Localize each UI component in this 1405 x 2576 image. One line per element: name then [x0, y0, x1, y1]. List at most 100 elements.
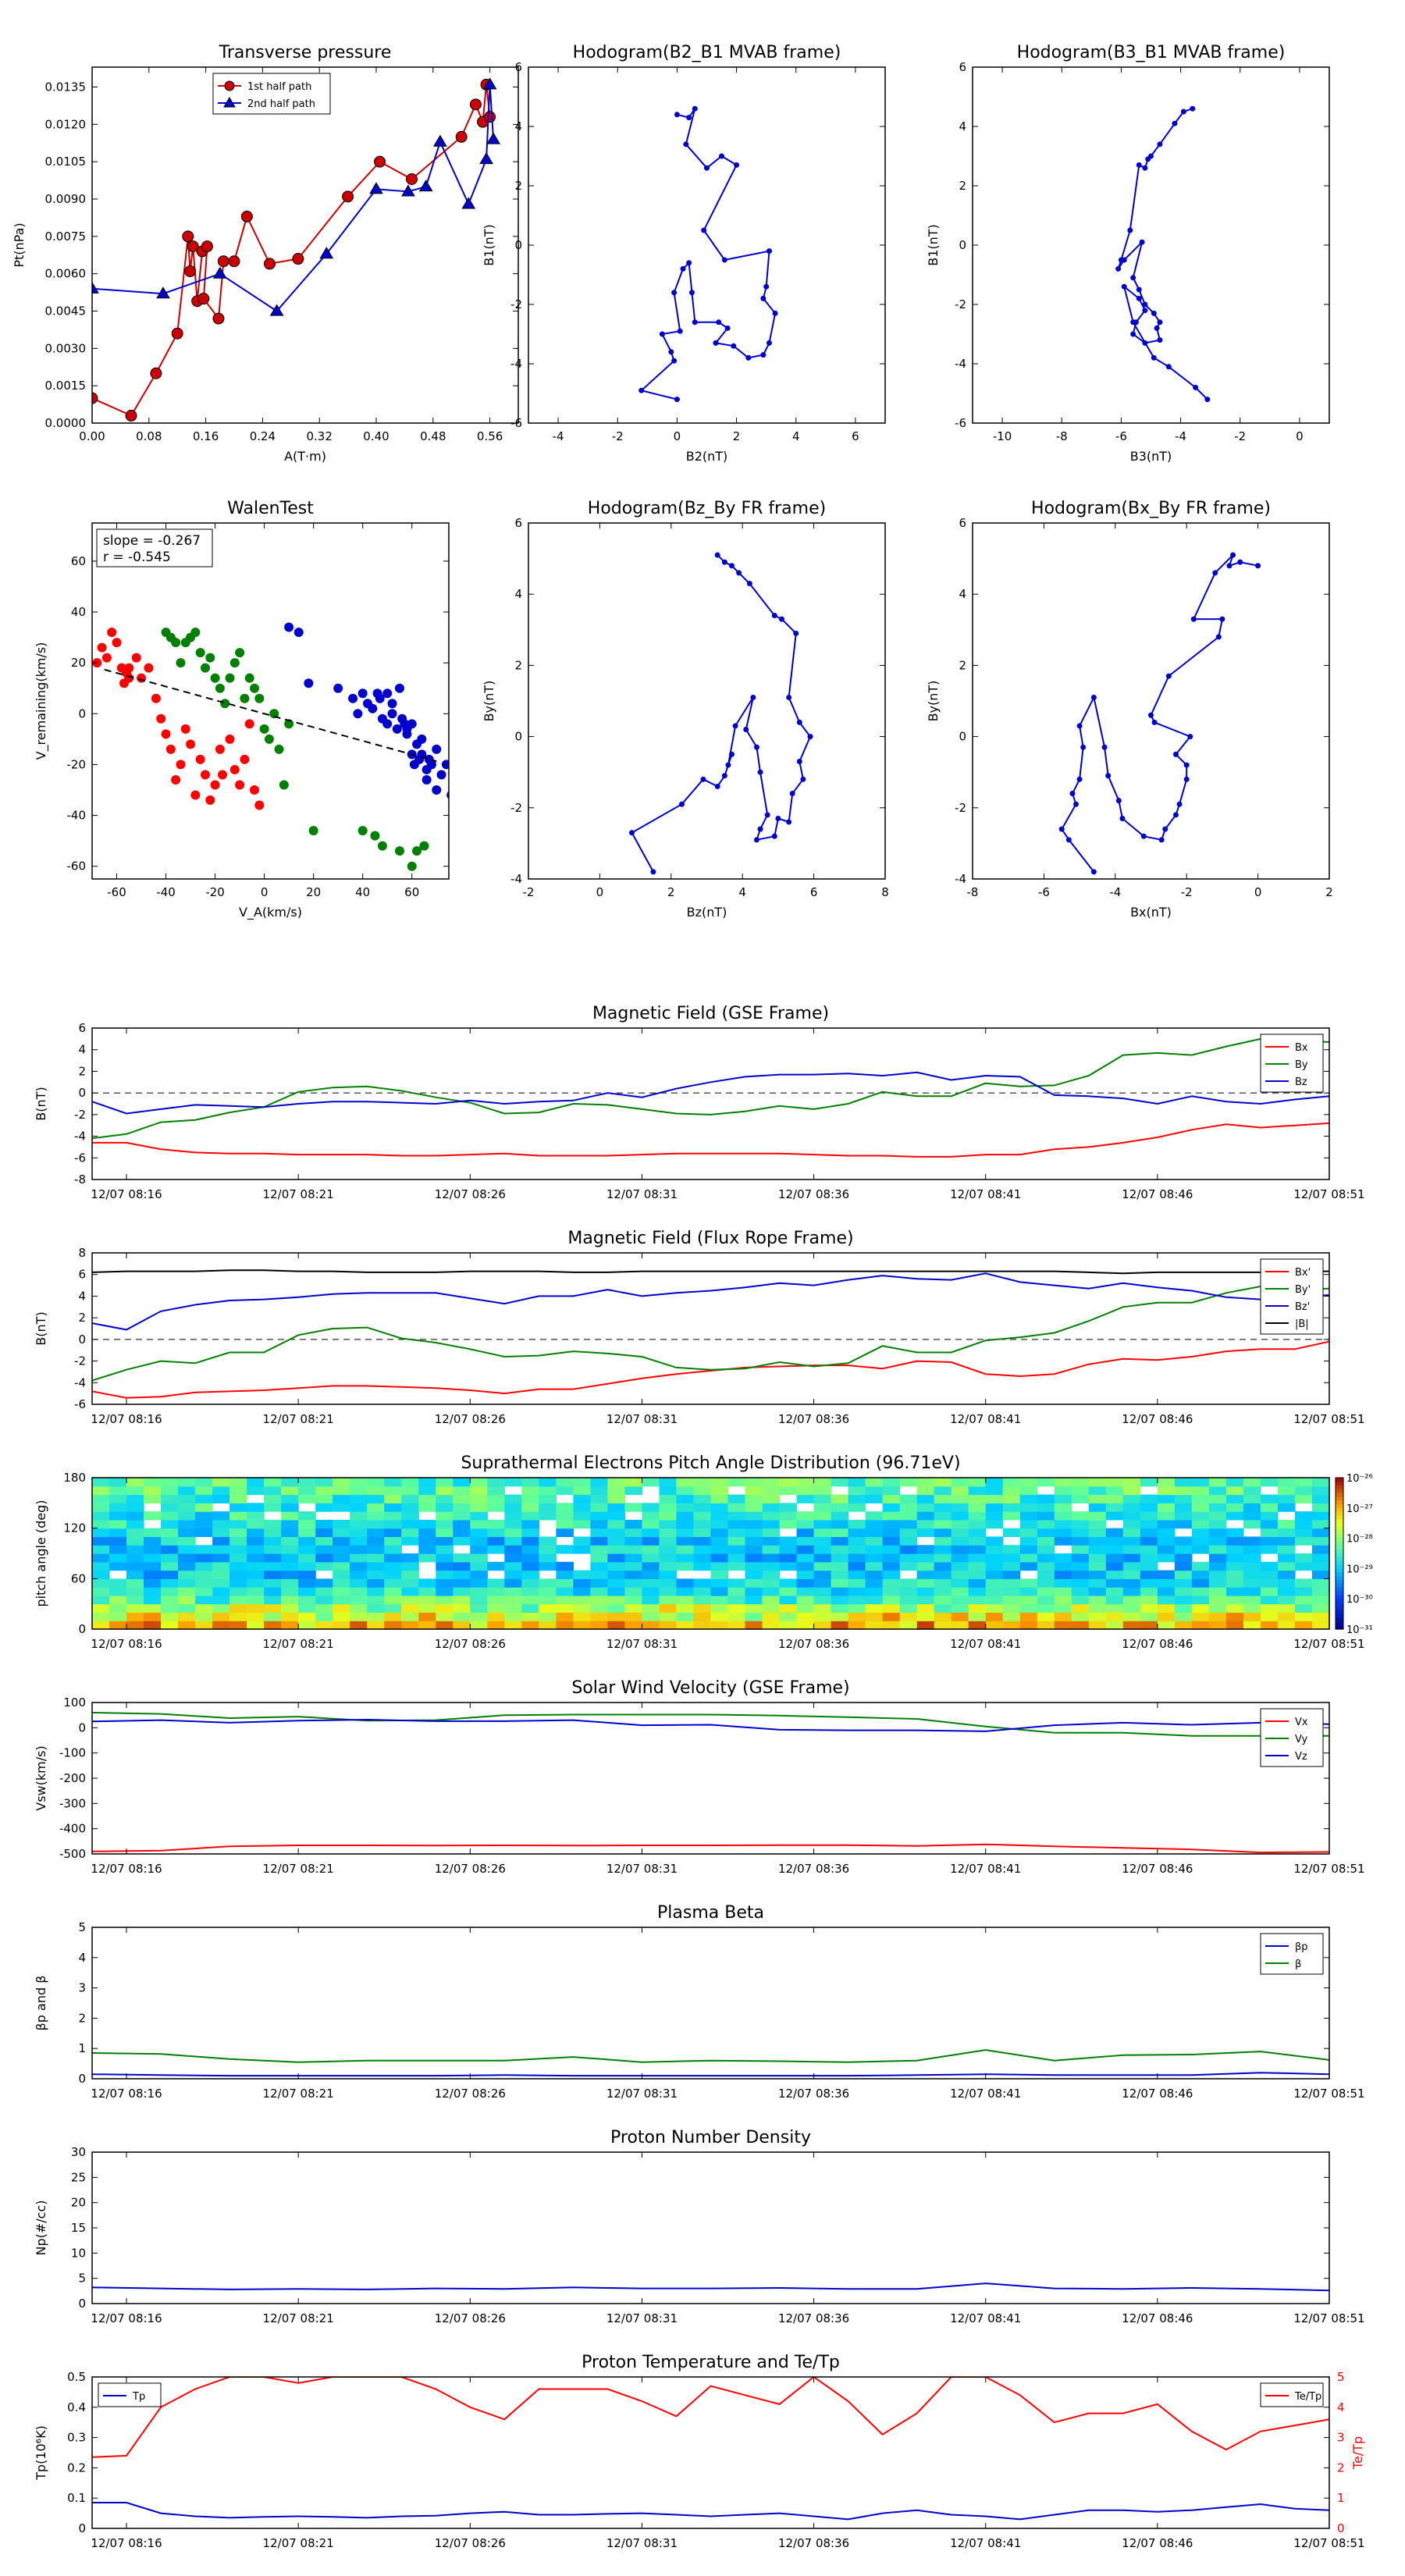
heatmap-cell	[144, 1621, 162, 1630]
walen-point	[254, 693, 265, 703]
time-tick-label: 12/07 08:46	[1122, 1862, 1193, 1876]
heatmap-cell	[659, 1587, 678, 1596]
heatmap-cell	[1260, 1595, 1279, 1605]
hodogram-point	[659, 331, 665, 337]
heatmap-cell	[710, 1621, 729, 1630]
heatmap-cell	[470, 1528, 488, 1538]
hodogram-point	[786, 819, 792, 825]
colorbar-segment	[1336, 1572, 1343, 1577]
heatmap-cell	[418, 1595, 436, 1605]
y-axis-label: Pt(nPa)	[12, 222, 27, 267]
heatmap-cell	[470, 1603, 488, 1614]
chart-walen-test: WalenTest-60 -40 -20 0 20 40 60-60-40-20020406…	[34, 499, 450, 920]
heatmap-cell	[727, 1595, 746, 1605]
heatmap-cell	[1054, 1519, 1072, 1529]
heatmap-cell	[539, 1485, 557, 1496]
y-tick-label: -8	[74, 1172, 86, 1187]
heatmap-cell	[229, 1494, 247, 1503]
heatmap-cell	[1071, 1553, 1090, 1563]
hodogram-point	[1172, 751, 1179, 757]
hodogram-path	[631, 554, 812, 873]
y-tick-label: -6	[955, 416, 966, 430]
walen-point	[279, 780, 289, 790]
y-tick-label: 4	[514, 587, 522, 601]
heatmap-cell	[1311, 1587, 1330, 1596]
heatmap-cell	[401, 1561, 419, 1571]
walen-point	[259, 724, 269, 734]
colorbar-segment	[1336, 1599, 1343, 1603]
heatmap-cell	[831, 1536, 849, 1546]
data-point-triangle	[269, 304, 284, 316]
chart-solar-wind-velocity: Solar Wind Velocity (GSE Frame)12/07 08:…	[34, 1678, 1365, 1876]
heatmap-cell	[298, 1587, 316, 1596]
heatmap-cell	[1174, 1553, 1193, 1563]
heatmap-cell	[1208, 1612, 1227, 1621]
walen-point	[348, 693, 358, 703]
heatmap-cell	[556, 1612, 574, 1621]
heatmap-cell	[298, 1621, 316, 1630]
heatmap-cell	[848, 1553, 866, 1563]
y-tick-label: 180	[63, 1471, 86, 1485]
heatmap-cell	[882, 1478, 901, 1487]
heatmap-cell	[1174, 1570, 1193, 1579]
heatmap-cell	[539, 1621, 557, 1630]
heatmap-cell	[693, 1612, 712, 1621]
heatmap-cell	[1277, 1587, 1296, 1596]
walen-point	[200, 663, 210, 673]
heatmap-cell	[813, 1595, 832, 1605]
chart-title: Hodogram(B2_B1 MVAB frame)	[573, 43, 841, 62]
y-tick-label: 0.0000	[45, 416, 87, 430]
heatmap-cell	[831, 1511, 849, 1521]
heatmap-cell	[264, 1621, 282, 1630]
legend-label: Bx	[1295, 1042, 1308, 1054]
heatmap-cell	[1088, 1519, 1107, 1529]
heatmap-cell	[899, 1561, 918, 1571]
time-tick-label: 12/07 08:26	[435, 1412, 506, 1426]
heatmap-cell	[144, 1587, 162, 1596]
heatmap-cell	[126, 1519, 144, 1529]
heatmap-cell	[333, 1536, 350, 1546]
heatmap-cell	[813, 1511, 832, 1521]
heatmap-cell	[1054, 1536, 1072, 1546]
heatmap-cell	[1157, 1612, 1176, 1621]
colorbar-segment	[1336, 1579, 1343, 1585]
heatmap-cell	[934, 1578, 952, 1588]
heatmap-cell	[315, 1578, 333, 1588]
heatmap-cell	[934, 1561, 952, 1571]
heatmap-cell	[865, 1511, 884, 1521]
heatmap-cell	[161, 1578, 179, 1588]
heatmap-cell	[487, 1612, 505, 1621]
heatmap-cell	[539, 1511, 557, 1521]
heatmap-cell	[178, 1494, 196, 1503]
heatmap-cell	[521, 1561, 539, 1571]
heatmap-cell	[1157, 1511, 1176, 1521]
hodogram-point	[750, 694, 756, 700]
heatmap-cell	[195, 1578, 213, 1588]
heatmap-cell	[1002, 1587, 1021, 1596]
heatmap-cell	[333, 1545, 350, 1554]
heatmap-cell	[212, 1587, 230, 1596]
heatmap-cell	[109, 1503, 127, 1512]
heatmap-cell	[727, 1536, 746, 1546]
colorbar-segment	[1336, 1568, 1343, 1573]
heatmap-cell	[1054, 1612, 1072, 1621]
heatmap-cell	[762, 1519, 781, 1529]
heatmap-cell	[521, 1621, 539, 1630]
heatmap-cell	[178, 1595, 196, 1605]
heatmap-cell	[985, 1587, 1004, 1596]
y-tick-label: -2	[74, 1108, 86, 1122]
heatmap-cell	[1122, 1478, 1141, 1487]
walen-point	[244, 719, 254, 729]
heatmap-cell	[1191, 1485, 1210, 1496]
heatmap-cell	[401, 1485, 419, 1496]
colorbar-segment	[1336, 1530, 1343, 1535]
heatmap-cell	[470, 1511, 488, 1521]
heatmap-cell	[315, 1545, 333, 1554]
heatmap-cell	[779, 1519, 798, 1529]
x-tick-label: 0	[674, 429, 681, 443]
y-tick-label: 60	[71, 1571, 86, 1585]
heatmap-cell	[1105, 1528, 1124, 1538]
heatmap-cell	[521, 1511, 539, 1521]
heatmap-cell	[693, 1503, 712, 1512]
hodogram-point	[775, 815, 781, 821]
